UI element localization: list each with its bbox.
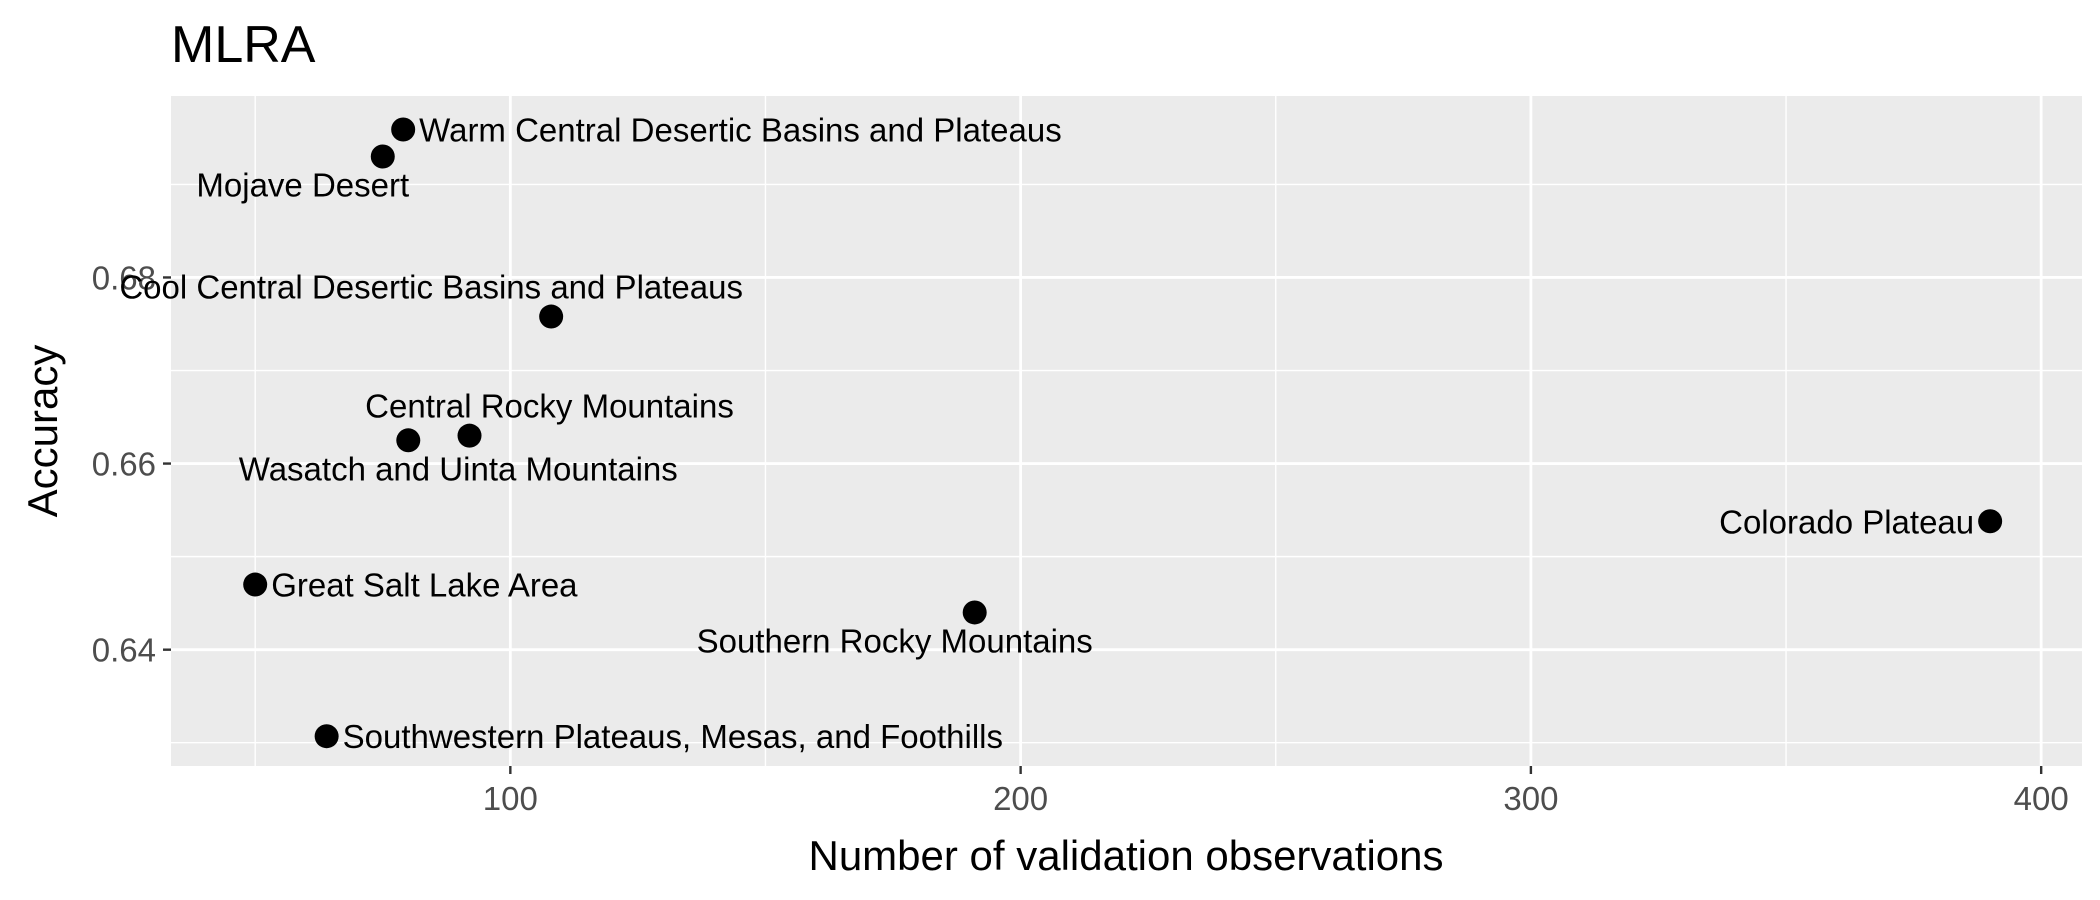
y-tick-label: 0.64 bbox=[92, 632, 156, 669]
point-label: Warm Central Desertic Basins and Plateau… bbox=[419, 112, 1062, 149]
point-label: Great Salt Lake Area bbox=[271, 567, 578, 604]
y-tick-label: 0.66 bbox=[92, 446, 156, 483]
scatter-point bbox=[315, 724, 339, 748]
x-tick-label: 100 bbox=[483, 780, 538, 817]
scatter-point bbox=[243, 573, 267, 597]
scatter-point bbox=[539, 305, 563, 329]
scatter-point bbox=[396, 428, 420, 452]
x-tick-label: 400 bbox=[2014, 780, 2069, 817]
x-axis: 100 200 300 400 bbox=[483, 766, 2069, 817]
point-label: Southwestern Plateaus, Mesas, and Foothi… bbox=[343, 718, 1003, 755]
point-label: Cool Central Desertic Basins and Plateau… bbox=[119, 269, 743, 306]
point-label: Mojave Desert bbox=[196, 166, 409, 203]
point-label: Central Rocky Mountains bbox=[365, 388, 734, 425]
scatter-point bbox=[458, 424, 482, 448]
chart-title: MLRA bbox=[171, 16, 316, 74]
scatter-point bbox=[963, 600, 987, 624]
plot-panel bbox=[171, 96, 2082, 766]
y-axis: 0.640.660.68 bbox=[92, 259, 171, 668]
scatter-point bbox=[1978, 509, 2002, 533]
scatter-point bbox=[371, 144, 395, 168]
point-label: Southern Rocky Mountains bbox=[697, 622, 1093, 659]
x-tick-label: 200 bbox=[993, 780, 1048, 817]
y-axis-title: Accuracy bbox=[19, 345, 66, 518]
x-tick-label: 300 bbox=[1503, 780, 1558, 817]
scatter-point bbox=[391, 118, 415, 142]
x-axis-title: Number of validation observations bbox=[808, 832, 1443, 879]
point-label: Colorado Plateau bbox=[1719, 503, 1974, 540]
point-label: Wasatch and Uinta Mountains bbox=[239, 450, 678, 487]
